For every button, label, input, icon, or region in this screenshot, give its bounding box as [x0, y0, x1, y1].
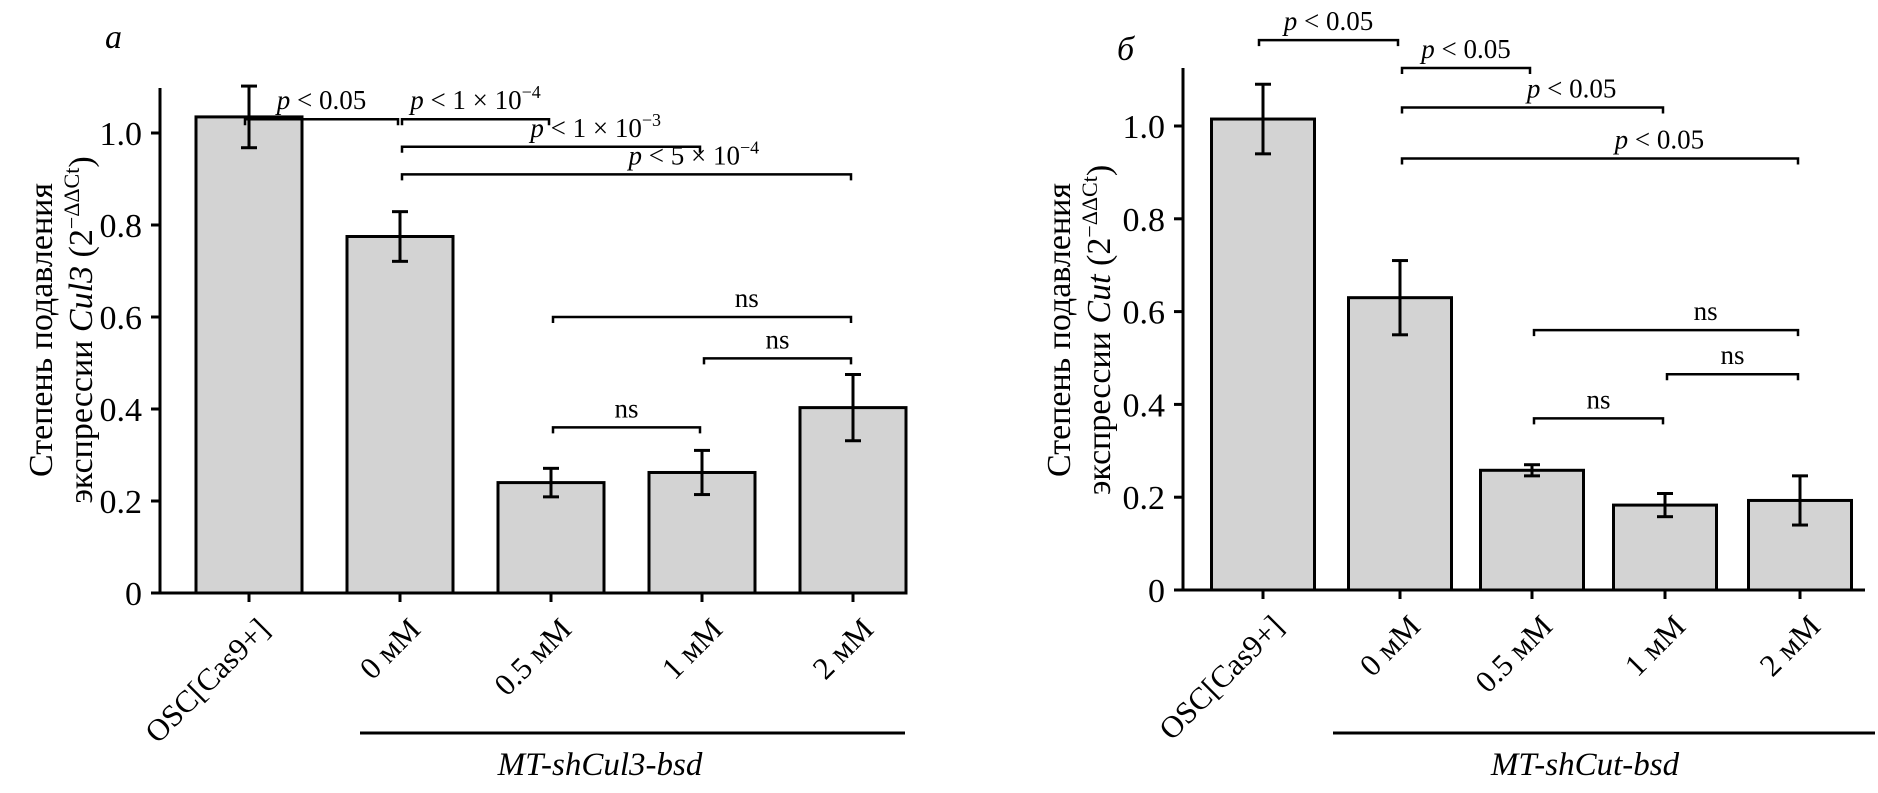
significance-label: p < 1 × 10−3	[528, 110, 661, 143]
bar	[1479, 468, 1585, 592]
significance-bracket	[702, 357, 853, 365]
bar	[194, 115, 304, 595]
significance-bracket	[551, 315, 853, 323]
significance-bracket	[1400, 157, 1800, 165]
significance-bracket	[1532, 417, 1665, 425]
significance-label: ns	[1694, 296, 1718, 326]
panel-label: б	[1117, 31, 1136, 68]
y-tick-label: 0.2	[100, 484, 143, 521]
x-tick-label: 2 мМ	[1753, 608, 1828, 683]
x-tick-label: 0 мМ	[353, 611, 428, 686]
significance-bracket	[1400, 66, 1532, 74]
significance-label: ns	[614, 393, 638, 423]
bar	[1612, 503, 1718, 592]
significance-bracket	[1257, 38, 1400, 47]
y-axis-label-line1: Степень подавления	[1041, 183, 1078, 477]
y-axis-label-line2: экспрессии Cut (2−ΔΔCt)	[1077, 165, 1118, 495]
significance-bracket	[400, 173, 853, 181]
significance-bracket	[400, 117, 551, 126]
x-tick-label: 0.5 мМ	[1468, 608, 1559, 699]
bar	[496, 481, 606, 595]
y-tick-label: 1.0	[1123, 109, 1166, 146]
significance-bracket	[400, 145, 702, 153]
significance-label: ns	[1586, 384, 1610, 414]
x-tick-label: 0.5 мМ	[487, 611, 578, 702]
significance-label: ns	[735, 283, 759, 313]
significance-label: p < 0.05	[1525, 73, 1616, 103]
significance-label: ns	[765, 324, 789, 354]
y-tick-label: 0.8	[100, 208, 143, 245]
bar	[1210, 117, 1316, 592]
y-tick-label: 0.4	[100, 392, 143, 429]
y-tick-label: 0.6	[100, 300, 143, 337]
bar	[345, 235, 455, 595]
y-tick-label: 0.4	[1123, 387, 1166, 424]
y-tick-label: 0.6	[1123, 295, 1166, 332]
significance-bracket	[243, 117, 400, 126]
significance-label: p < 0.05	[275, 85, 366, 115]
x-tick-label: 1 мМ	[655, 611, 730, 686]
significance-label: p < 0.05	[1282, 6, 1373, 36]
significance-bracket	[1665, 372, 1800, 381]
panel-b: б Степень подавления экспрессии Cut (2−ΔΔC…	[1041, 6, 1875, 783]
y-tick-label: 1.0	[100, 116, 143, 153]
group-label: MT-shCul3-bsd	[497, 747, 703, 783]
y-tick-label: 0.8	[1123, 202, 1166, 239]
significance-label: p < 0.05	[1613, 124, 1704, 154]
y-tick-label: 0	[125, 576, 142, 613]
x-tick-label: 1 мМ	[1618, 608, 1693, 683]
bar	[1347, 296, 1453, 592]
significance-label: p < 5 × 10−4	[627, 137, 760, 170]
x-tick-label: OSC[Cas9+]	[1152, 608, 1290, 746]
x-tick-label: OSC[Cas9+]	[138, 611, 276, 749]
y-tick-label: 0	[1148, 573, 1165, 610]
panel-label: а	[105, 19, 122, 56]
group-label: MT-shCut-bsd	[1490, 747, 1680, 783]
significance-label: ns	[1720, 340, 1744, 370]
panel-a: а Степень подавления экспрессии Cul3 (2−ΔΔ…	[23, 19, 908, 783]
x-tick-label: 2 мМ	[806, 611, 881, 686]
significance-label: p < 1 × 10−4	[408, 82, 541, 115]
y-tick-label: 0.2	[1123, 480, 1166, 517]
y-axis-label-line1: Степень подавления	[23, 183, 60, 477]
significance-bracket	[551, 426, 702, 434]
y-axis-label-line2: экспрессии Cul3 (2−ΔΔCt)	[59, 156, 100, 503]
x-tick-label: 0 мМ	[1353, 608, 1428, 683]
significance-bracket	[1400, 106, 1665, 114]
significance-label: p < 0.05	[1419, 34, 1510, 64]
significance-bracket	[1532, 328, 1800, 337]
